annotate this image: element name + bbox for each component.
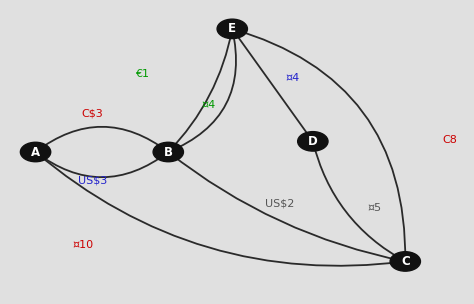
Text: ¤4: ¤4: [201, 100, 216, 110]
Text: ¤4: ¤4: [286, 73, 300, 82]
Text: C$3: C$3: [82, 109, 103, 119]
Circle shape: [153, 142, 183, 162]
Circle shape: [390, 252, 420, 271]
Text: US$3: US$3: [78, 176, 107, 186]
Text: ¤5: ¤5: [367, 203, 382, 213]
Text: C: C: [401, 255, 410, 268]
Text: B: B: [164, 146, 173, 158]
Text: €1: €1: [135, 70, 149, 79]
Text: US$2: US$2: [265, 199, 294, 209]
Text: A: A: [31, 146, 40, 158]
Circle shape: [217, 19, 247, 39]
Text: ¤10: ¤10: [73, 240, 93, 250]
Text: D: D: [308, 135, 318, 148]
Text: C8: C8: [443, 135, 458, 145]
Circle shape: [20, 142, 51, 162]
Text: E: E: [228, 22, 236, 35]
Circle shape: [298, 132, 328, 151]
